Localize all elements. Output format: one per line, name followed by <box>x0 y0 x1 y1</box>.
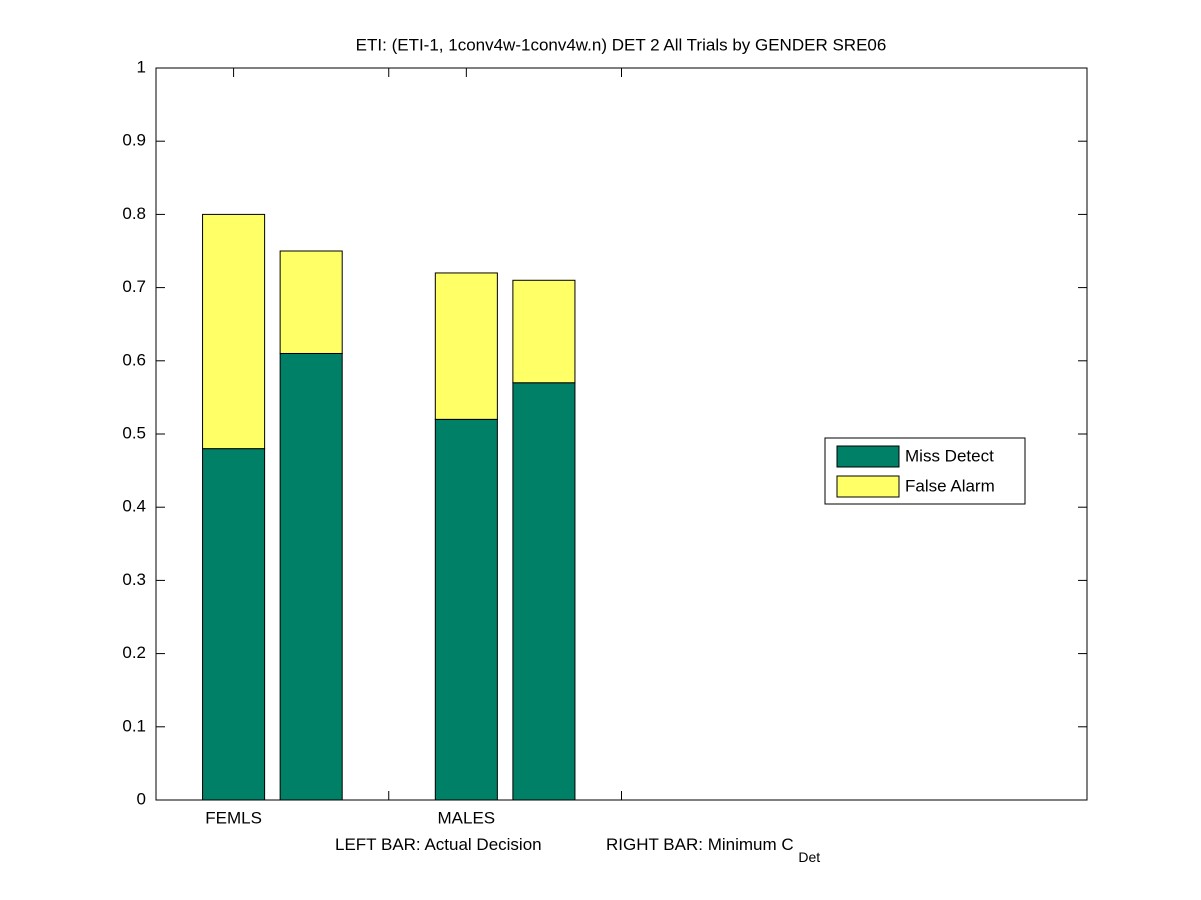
y-tick-label: 0.4 <box>122 497 146 516</box>
chart-title: ETI: (ETI-1, 1conv4w-1conv4w.n) DET 2 Al… <box>356 35 887 54</box>
legend-swatch <box>836 475 900 498</box>
bar-segment <box>434 272 498 420</box>
x-tick-label: FEMLS <box>205 808 262 827</box>
x-tick-label: MALES <box>438 808 496 827</box>
bar-segment <box>279 352 343 801</box>
y-tick-label: 0.3 <box>122 570 146 589</box>
y-tick-label: 0.2 <box>122 643 146 662</box>
y-tick-label: 0.8 <box>122 204 146 223</box>
bar-segment <box>279 250 343 354</box>
legend-swatch <box>836 445 900 468</box>
legend-label: False Alarm <box>905 476 995 495</box>
y-tick-label: 0.5 <box>122 423 146 442</box>
x-label-subscript: Det <box>798 849 820 865</box>
bar-segment <box>512 382 576 801</box>
y-tick-label: 0.6 <box>122 350 146 369</box>
y-tick-label: 0.7 <box>122 277 146 296</box>
bar-segment <box>202 213 266 450</box>
legend-label: Miss Detect <box>905 446 994 465</box>
bar-segment <box>202 448 266 801</box>
x-label-right: RIGHT BAR: Minimum C <box>606 835 794 854</box>
bar-segment <box>512 279 576 384</box>
y-tick-label: 0.1 <box>122 716 146 735</box>
x-axis-label: LEFT BAR: Actual Decision RIGHT BAR: Min… <box>335 835 820 864</box>
legend: Miss Detect False Alarm <box>824 437 1026 505</box>
y-tick-label: 0 <box>137 789 146 808</box>
x-label-left: LEFT BAR: Actual Decision <box>335 835 542 854</box>
y-tick-label: 0.9 <box>122 131 146 150</box>
y-tick-label: 1 <box>137 57 146 76</box>
bar-segment <box>434 418 498 801</box>
